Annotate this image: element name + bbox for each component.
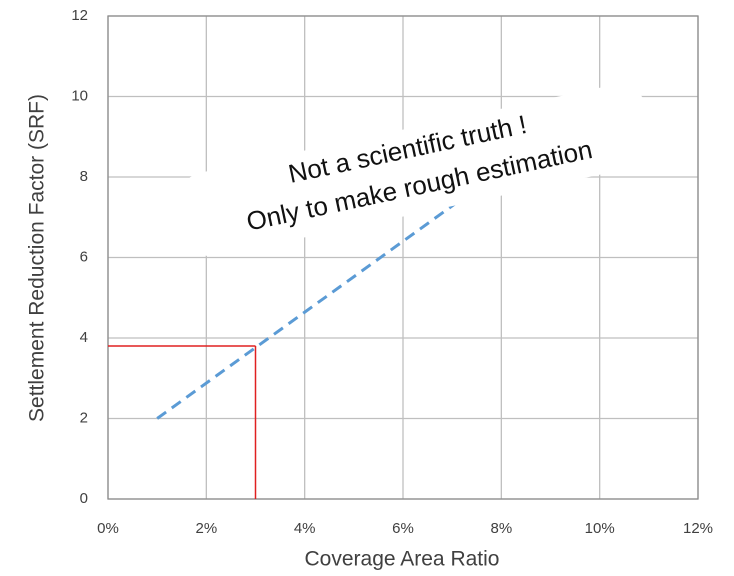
y-tick-label: 10 <box>71 87 88 104</box>
y-tick-label: 4 <box>80 329 88 346</box>
x-tick-label: 6% <box>392 520 414 537</box>
x-tick-label: 10% <box>585 520 615 537</box>
plot-border <box>107 15 699 500</box>
y-tick-label: 6 <box>80 248 88 265</box>
y-tick-label: 2 <box>80 409 88 426</box>
y-axis-label: Settlement Reduction Factor (SRF) <box>26 94 49 422</box>
x-tick-label: 2% <box>195 520 217 537</box>
y-tick-label: 0 <box>80 490 88 507</box>
y-tick-label: 8 <box>80 168 88 185</box>
y-tick-label: 12 <box>71 7 88 24</box>
series-line <box>156 179 488 420</box>
annotation: Not a scientific truth !Only to make rou… <box>177 84 654 257</box>
x-tick-label: 0% <box>97 520 119 537</box>
x-tick-label: 8% <box>490 520 512 537</box>
x-axis-label: Coverage Area Ratio <box>305 548 500 571</box>
annotation-background <box>177 84 654 257</box>
x-tick-label: 4% <box>294 520 316 537</box>
x-tick-label: 12% <box>683 520 713 537</box>
